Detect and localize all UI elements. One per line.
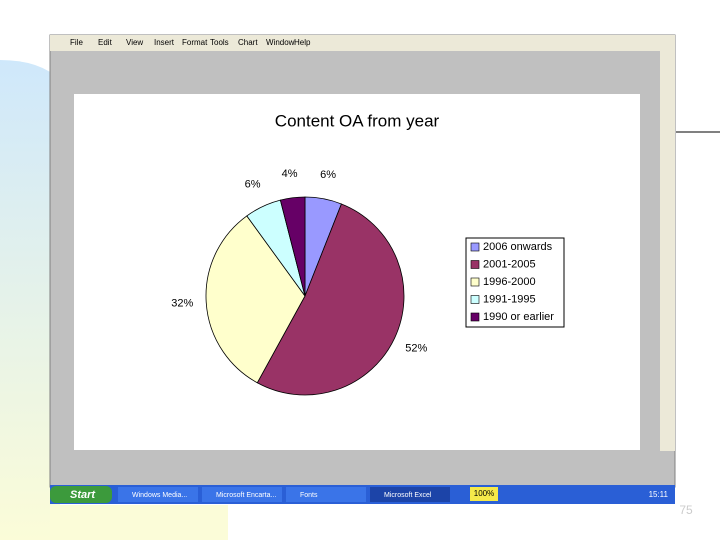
chart-title: Content OA from year <box>275 111 440 130</box>
menu-item[interactable]: Help <box>294 38 311 47</box>
legend-swatch <box>470 260 480 269</box>
legend-label: 2006 onwards <box>483 241 553 253</box>
page-number: 75 <box>679 503 693 517</box>
menu-item[interactable]: Insert <box>154 38 175 47</box>
legend-label: 1990 or earlier <box>483 311 554 323</box>
start-label: Start <box>70 489 96 501</box>
menu-item[interactable]: File <box>70 38 83 47</box>
data-label: 6% <box>245 179 261 191</box>
menu-item[interactable]: View <box>126 38 143 47</box>
pie-slice <box>205 215 306 384</box>
clock: 15:11 <box>649 490 669 499</box>
menu-item[interactable]: Chart <box>238 38 258 47</box>
legend-swatch <box>470 295 480 304</box>
pie-slice <box>279 196 306 297</box>
legend-label: 1996-2000 <box>483 276 536 288</box>
zoom: 100% <box>474 489 494 498</box>
legend-label: 2001-2005 <box>483 258 536 270</box>
menu-item[interactable]: Format <box>182 38 208 47</box>
task-label: Microsoft Encarta... <box>216 492 276 499</box>
data-label: 4% <box>282 168 298 180</box>
slide-decoration <box>50 505 228 540</box>
menu-item[interactable]: Window <box>266 38 295 47</box>
menu-bar <box>50 35 675 51</box>
menu-item[interactable]: Tools <box>210 38 229 47</box>
slide-decoration <box>0 60 60 540</box>
legend-swatch <box>470 277 480 287</box>
task-label: Microsoft Excel <box>384 492 432 499</box>
legend <box>465 237 565 328</box>
data-label: 32% <box>171 298 193 310</box>
legend-swatch <box>470 312 480 322</box>
scrollbar[interactable] <box>660 51 675 451</box>
legend-swatch <box>470 242 480 252</box>
task-label: Fonts <box>300 492 318 499</box>
task-button[interactable] <box>286 487 366 502</box>
menu-item[interactable]: Edit <box>98 38 113 47</box>
task-label: Windows Media... <box>132 492 187 499</box>
data-label: 52% <box>405 342 427 354</box>
task-button[interactable] <box>118 487 198 502</box>
task-button[interactable] <box>370 487 450 502</box>
data-label: 6% <box>320 169 336 181</box>
zoom-box <box>470 487 498 501</box>
task-button[interactable] <box>202 487 282 502</box>
start-button[interactable] <box>50 486 112 503</box>
legend-label: 1991-1995 <box>483 293 536 305</box>
pie-slice <box>256 203 405 396</box>
